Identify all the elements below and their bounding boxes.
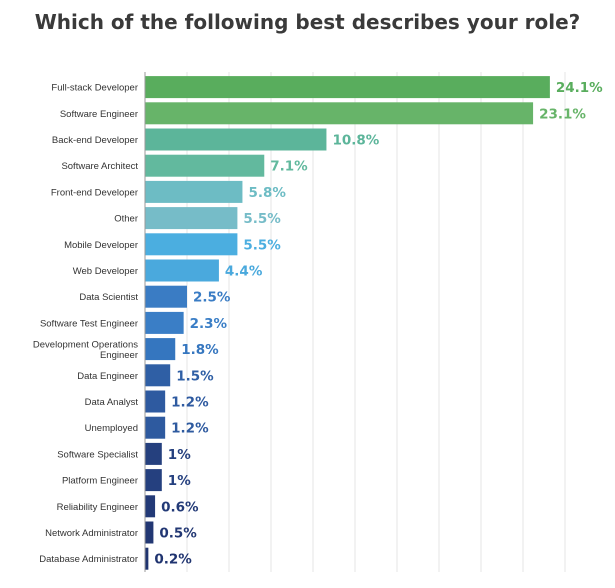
bar — [145, 442, 162, 465]
category-label: Software Engineer — [60, 109, 138, 120]
value-label: 5.5% — [243, 211, 281, 227]
bar — [145, 128, 327, 151]
gridlines — [186, 72, 566, 572]
bar — [145, 259, 219, 282]
category-label: Unemployed — [85, 423, 138, 434]
value-label: 1.2% — [171, 421, 209, 437]
category-label: Development Operations Engineer — [33, 339, 138, 361]
bar — [145, 416, 166, 439]
category-label: Mobile Developer — [64, 240, 138, 251]
category-labels: Full-stack Developer Software Engineer Bac… — [33, 83, 138, 566]
value-label: 4.4% — [225, 264, 263, 280]
category-label: Software Specialist — [57, 449, 138, 460]
category-label: Software Test Engineer — [40, 318, 138, 329]
bar — [145, 547, 149, 570]
category-label: Web Developer — [73, 266, 138, 277]
value-label: 1.5% — [176, 368, 214, 384]
value-label: 5.8% — [248, 185, 286, 201]
value-label: 2.5% — [193, 290, 231, 306]
category-label: Database Administrator — [39, 554, 138, 565]
value-label: 1.2% — [171, 395, 209, 411]
bars — [145, 76, 550, 570]
value-label: 23.1% — [539, 106, 586, 122]
category-label: Software Architect — [61, 161, 138, 172]
bar — [145, 495, 156, 518]
value-label: 0.5% — [159, 526, 197, 542]
value-label: 1% — [168, 447, 191, 463]
value-label: 7.1% — [270, 159, 308, 175]
bar — [145, 338, 176, 361]
value-label: 0.2% — [154, 552, 192, 568]
bar — [145, 154, 265, 177]
bar — [145, 521, 154, 544]
value-label: 10.8% — [332, 133, 379, 149]
value-label: 5.5% — [243, 237, 281, 253]
value-label: 2.3% — [190, 316, 228, 332]
bar — [145, 233, 238, 256]
category-label: Reliability Engineer — [57, 502, 138, 513]
bar — [145, 469, 162, 492]
category-label: Data Scientist — [79, 292, 138, 303]
bar — [145, 311, 184, 334]
bar — [145, 207, 238, 230]
value-label: 24.1% — [556, 80, 603, 96]
category-label: Platform Engineer — [62, 476, 138, 487]
bar — [145, 102, 534, 125]
bar — [145, 180, 243, 203]
category-label: Front-end Developer — [51, 187, 138, 198]
value-label: 1.8% — [181, 342, 219, 358]
category-label: Network Administrator — [45, 528, 138, 539]
value-label: 1% — [168, 473, 191, 489]
bar — [145, 364, 171, 387]
value-labels: 24.1% 23.1% 10.8% 7.1% 5.8% 5.5% 5.5% 4.4% 2.5% 2… — [154, 80, 603, 568]
bar — [145, 390, 166, 413]
category-label: Data Engineer — [77, 371, 138, 382]
category-label: Full-stack Developer — [51, 83, 138, 94]
category-label: Data Analyst — [85, 397, 139, 408]
bar — [145, 285, 187, 308]
bar — [145, 76, 550, 99]
category-label: Other — [114, 214, 138, 225]
chart-title: Which of the following best describes yo… — [34, 10, 581, 34]
category-label: Back-end Developer — [52, 135, 138, 146]
value-label: 0.6% — [161, 499, 199, 515]
